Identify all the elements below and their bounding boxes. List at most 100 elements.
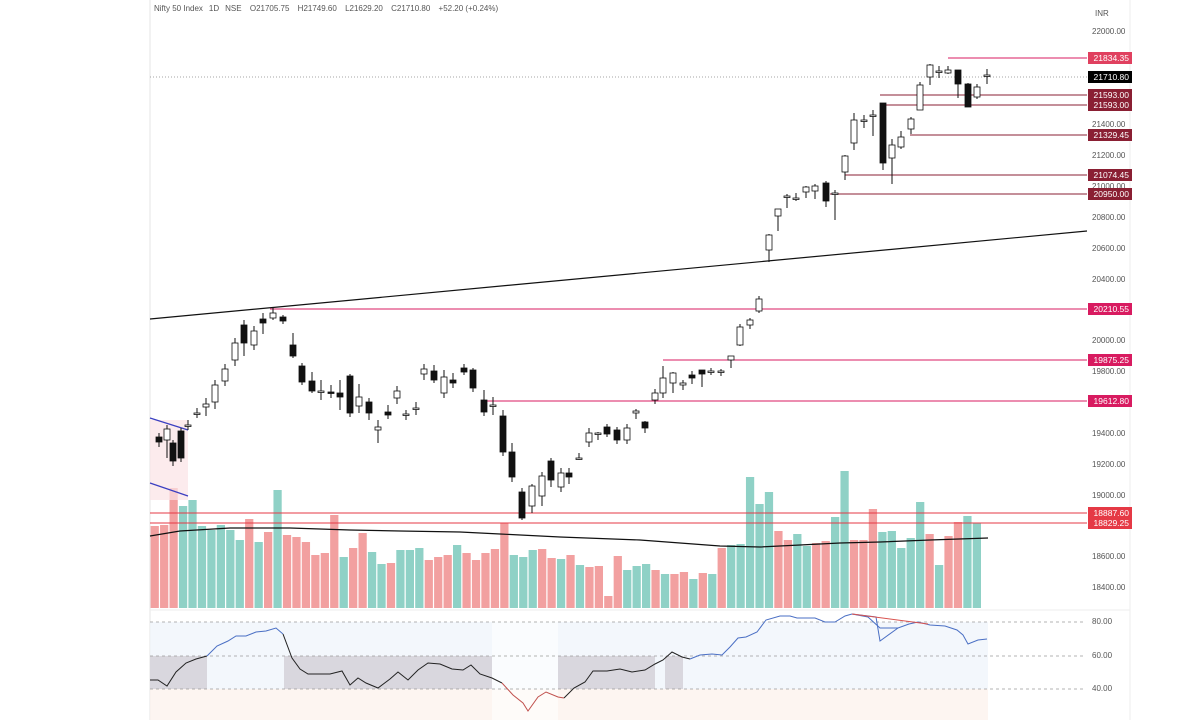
volume-bar	[424, 560, 433, 608]
volume-bar	[453, 545, 462, 608]
exchange: NSE	[225, 4, 242, 13]
open-value: O21705.75	[249, 4, 290, 13]
bullish-candle	[623, 427, 631, 441]
volume-bar	[774, 531, 783, 608]
bullish-candle	[489, 404, 497, 407]
bullish-candle	[841, 155, 849, 173]
volume-bar	[160, 525, 169, 608]
volume-bar	[481, 553, 490, 608]
bullish-candle	[211, 384, 219, 403]
volume-bar	[528, 550, 537, 608]
volume-bar	[604, 596, 613, 608]
volume-bar	[708, 574, 717, 608]
volume-bar	[934, 565, 944, 608]
bullish-candle	[679, 382, 687, 386]
channel-upper-line	[149, 417, 189, 431]
volume-bar	[339, 557, 348, 608]
volume-bar	[642, 564, 651, 608]
volume-bar	[689, 579, 698, 608]
high-value: H21749.60	[297, 4, 337, 13]
bearish-candle	[460, 367, 468, 373]
bullish-candle	[926, 64, 934, 78]
bullish-candle	[765, 234, 773, 251]
price-tick: 21400.00	[1092, 120, 1126, 129]
bullish-candle	[538, 475, 546, 497]
bullish-candle	[269, 312, 277, 319]
price-level-tag: 19612.80	[1088, 395, 1132, 407]
volume-bar	[727, 545, 736, 608]
volume-bar	[169, 488, 178, 608]
volume-bar	[953, 522, 963, 608]
bearish-candle	[259, 318, 267, 324]
price-level-tag: 20210.55	[1088, 303, 1132, 315]
volume-bar	[831, 517, 840, 608]
volume-bar	[500, 523, 509, 608]
volume-bar	[925, 534, 934, 608]
volume-bar	[330, 515, 339, 608]
bullish-candle	[659, 377, 667, 394]
bearish-candle	[954, 69, 962, 85]
bearish-candle	[327, 391, 335, 394]
bullish-candle	[802, 186, 810, 193]
volume-bar	[188, 500, 197, 608]
price-tick: 21200.00	[1092, 151, 1126, 160]
volume-bar	[311, 555, 320, 608]
bearish-candle	[430, 370, 438, 381]
bullish-candle	[983, 74, 991, 77]
rsi-divergence-line	[851, 613, 929, 625]
bearish-candle	[603, 426, 611, 435]
bullish-candle	[440, 376, 448, 394]
price-level-tag: 21834.35	[1088, 52, 1132, 64]
close-value: C21710.80	[391, 4, 431, 13]
rsi-white-zone	[492, 622, 558, 720]
volume-bar	[755, 504, 764, 608]
bullish-candle	[651, 392, 659, 401]
volume-bar	[575, 565, 585, 608]
symbol-name: Nifty 50 Index	[154, 4, 203, 13]
rsi-tick: 60.00	[1092, 651, 1113, 660]
volume-bar	[519, 557, 528, 608]
volume-bar	[415, 548, 424, 608]
bullish-candle	[755, 298, 763, 312]
volume-bar	[802, 546, 811, 608]
volume-bar	[972, 523, 981, 608]
bearish-candle	[169, 442, 177, 462]
volume-bar	[821, 541, 830, 608]
bullish-candle	[727, 355, 735, 361]
volume-bar	[386, 563, 396, 608]
low-value: L21629.20	[345, 4, 383, 13]
volume-bar	[434, 557, 443, 608]
rsi-neutral-zone	[284, 656, 492, 689]
volume-bar	[301, 542, 311, 608]
volume-bar	[840, 471, 849, 608]
volume-bar	[509, 555, 518, 608]
bullish-candle	[163, 428, 171, 441]
rising-trendline	[149, 230, 1088, 320]
volume-bar	[556, 559, 566, 608]
price-tick: 19000.00	[1092, 491, 1126, 500]
rsi-line-bullish	[689, 613, 988, 660]
bullish-candle	[746, 319, 754, 326]
volume-bar	[717, 548, 726, 608]
price-tick: 18600.00	[1092, 552, 1126, 561]
volume-bar	[320, 553, 329, 608]
rsi-line-neutral	[150, 655, 208, 687]
volume-bar	[632, 566, 641, 608]
bearish-candle	[964, 83, 972, 108]
volume-bar	[916, 502, 925, 608]
bullish-candle	[897, 136, 905, 148]
currency-label: INR	[1095, 9, 1109, 18]
bearish-candle	[518, 491, 526, 519]
volume-bar	[273, 490, 282, 608]
bearish-candle	[547, 460, 555, 481]
bearish-candle	[688, 374, 696, 379]
rsi-line-bearish	[501, 682, 565, 712]
bullish-candle	[888, 144, 896, 159]
bullish-candle	[811, 185, 819, 192]
bearish-candle	[279, 316, 287, 322]
bearish-candle	[613, 429, 621, 441]
volume-bar	[623, 570, 632, 608]
volume-bar	[216, 525, 225, 608]
